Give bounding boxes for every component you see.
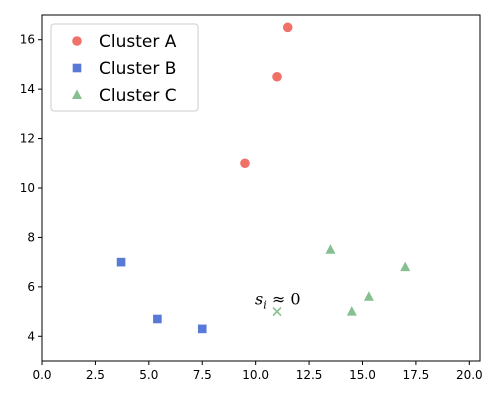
cluster-c-point <box>363 291 374 301</box>
y-tick-label: 14 <box>20 82 35 96</box>
x-tick-label: 17.5 <box>403 368 430 382</box>
y-tick-label: 6 <box>27 280 35 294</box>
y-tick-label: 4 <box>27 329 35 343</box>
legend: Cluster A Cluster B Cluster C <box>50 23 199 112</box>
x-tick-label: 10.0 <box>242 368 269 382</box>
y-tick-label: 8 <box>27 230 35 244</box>
cluster-c-point <box>400 261 411 272</box>
x-tick-label: 7.5 <box>193 368 212 382</box>
cluster-a-point <box>272 71 282 82</box>
cluster-a-point <box>282 22 293 33</box>
legend-marker-cluster-c <box>72 89 82 99</box>
legend-label-cluster-b: Cluster B <box>99 59 176 79</box>
x-tick-label: 2.5 <box>86 368 105 382</box>
annotation-label: si ≈ 0 <box>255 290 301 312</box>
cluster-b-point <box>197 324 207 334</box>
x-tick-label: 5.0 <box>139 368 158 382</box>
x-tick-label: 15.0 <box>349 368 376 382</box>
legend-marker-cluster-a <box>72 36 82 46</box>
annotations: si ≈ 0 <box>255 290 301 317</box>
x-marker-stroke <box>272 307 282 317</box>
cluster-a-point <box>240 158 250 169</box>
x-tick-label: 0.0 <box>32 368 51 382</box>
x-tick-label: 20.0 <box>456 368 483 382</box>
cluster-b-point <box>153 314 162 324</box>
legend-box <box>50 23 199 112</box>
x-tick-label: 12.5 <box>296 368 323 382</box>
cluster-c-point <box>346 306 357 316</box>
y-tick-label: 10 <box>20 181 35 195</box>
legend-marker-cluster-b <box>72 63 82 73</box>
y-axis: 4 6 8 10 12 14 16 <box>20 33 42 343</box>
y-tick-label: 16 <box>20 33 35 47</box>
data-marks <box>116 22 411 334</box>
x-axis: 0.0 2.5 5.0 7.5 10.0 12.5 15.0 17.5 20.0 <box>32 361 483 382</box>
cluster-b-point <box>116 257 126 267</box>
legend-label-cluster-a: Cluster A <box>99 32 177 52</box>
annotation-marker <box>272 307 282 317</box>
y-tick-label: 12 <box>20 132 35 146</box>
cluster-c-point <box>325 244 336 254</box>
legend-label-cluster-c: Cluster C <box>99 86 177 106</box>
